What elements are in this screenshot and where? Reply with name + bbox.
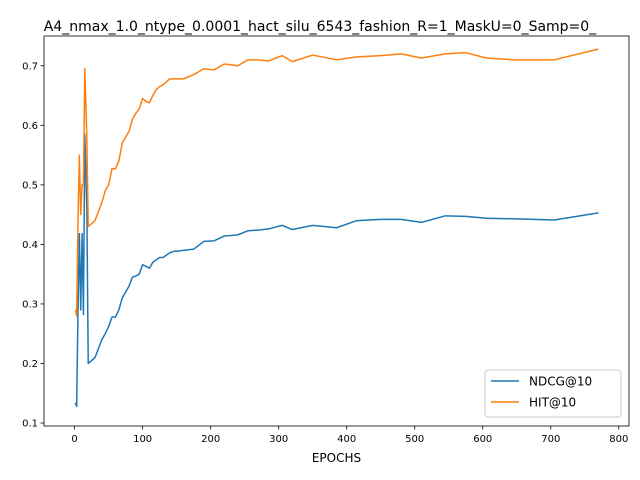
x-tick-label: 200 <box>201 434 220 445</box>
axes-layer: 0 100 200 300 400 500 600 700 800 0.1 0.2 0.3 0.4 0.5… <box>22 35 630 445</box>
y-tick-label: 0.7 <box>22 61 38 72</box>
x-tick-label: 500 <box>405 434 424 445</box>
y-tick-label: 0.6 <box>22 121 38 132</box>
x-tick-label: 800 <box>609 434 628 445</box>
x-tick-label: 300 <box>269 434 288 445</box>
x-tick-label: 600 <box>473 434 492 445</box>
legend: NDCG@10 HIT@10 <box>484 369 622 418</box>
plot-frame <box>44 36 629 426</box>
x-tick-label: 0 <box>71 434 77 445</box>
legend-label-ndcg: NDCG@10 <box>529 375 592 389</box>
axes-spines <box>43 35 630 427</box>
y-tick-label: 0.3 <box>22 299 38 310</box>
y-tick-label: 0.2 <box>22 359 38 370</box>
x-axis-label: EPOCHS <box>312 451 361 465</box>
x-tick-label: 700 <box>541 434 560 445</box>
series-line-ndcg-10 <box>74 133 599 408</box>
legend-label-hit: HIT@10 <box>529 396 576 410</box>
x-tick-label: 400 <box>337 434 356 445</box>
y-tick-label: 0.4 <box>22 240 38 251</box>
series-line-hit-10 <box>74 48 599 317</box>
x-tick-label: 100 <box>133 434 152 445</box>
chart-title: A4_nmax_1.0_ntype_0.0001_hact_silu_6543_… <box>44 19 597 35</box>
y-tick-label: 0.5 <box>22 180 38 191</box>
y-tick-label: 0.1 <box>22 419 38 430</box>
series-layer <box>74 48 599 408</box>
